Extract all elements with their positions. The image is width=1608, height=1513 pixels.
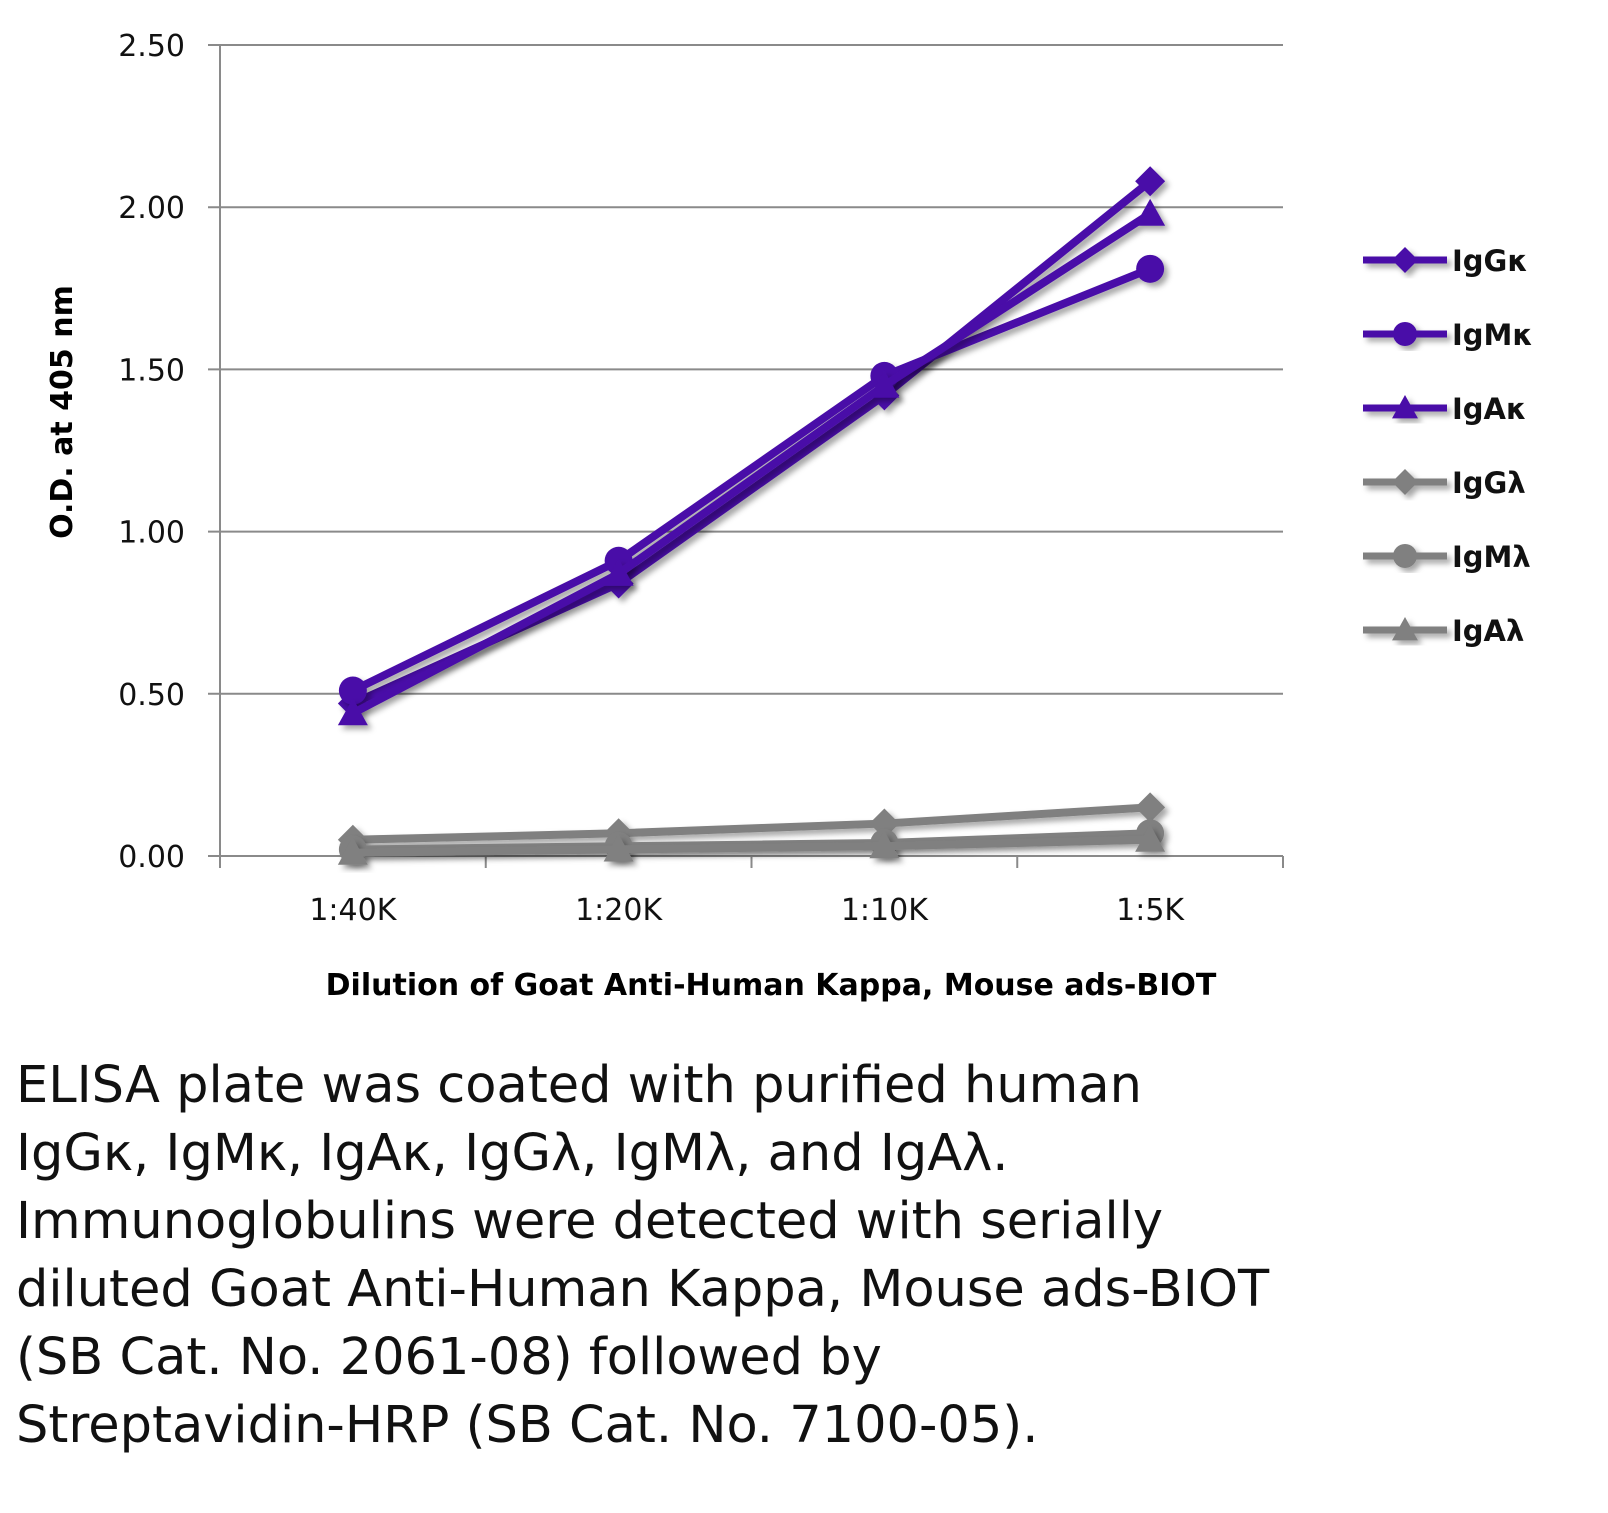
y-tick-label: 2.50 [118, 29, 185, 64]
legend-label: IgGκ [1452, 244, 1528, 278]
triangle-marker [1392, 617, 1418, 641]
triangle-marker [1135, 198, 1166, 226]
series-IgAκ [337, 198, 1166, 726]
x-tick-label: 1:5K [1116, 893, 1185, 928]
triangle-marker [337, 698, 368, 726]
legend-label: IgGλ [1452, 466, 1526, 500]
legend-item [1363, 544, 1447, 568]
y-tick-label: 0.00 [118, 840, 185, 875]
triangle-marker [337, 837, 368, 865]
series-IgGλ [337, 792, 1166, 855]
x-tick-label: 1:40K [309, 893, 397, 928]
series-line [351, 178, 1153, 708]
series-IgAλ [337, 824, 1166, 865]
series-line [351, 210, 1153, 717]
triangle-marker [603, 834, 634, 862]
triangle-marker [869, 831, 900, 859]
x-tick-label: 1:20K [575, 893, 663, 928]
diamond-marker [1135, 792, 1166, 823]
series-line [352, 835, 1151, 857]
y-tick-label: 2.00 [118, 191, 185, 226]
y-tick-label: 1.00 [118, 516, 185, 551]
y-axis-label: O.D. at 405 nm [45, 285, 80, 539]
elisa-line-chart: 0.00 0.50 1.00 1.50 2.00 2.50 1:40K 1:20K 1:10K 1… [45, 29, 1533, 1003]
y-tick-label: 0.50 [118, 678, 185, 713]
y-tick-label: 1.50 [118, 353, 185, 388]
legend-item [1363, 395, 1447, 419]
series-line [352, 803, 1151, 844]
figure-caption: ELISA plate was coated with purified hum… [16, 1056, 1270, 1455]
circle-marker [1393, 322, 1417, 346]
legend-label: IgAκ [1452, 392, 1527, 426]
legend-item [1363, 322, 1447, 346]
diamond-marker [1392, 469, 1418, 495]
legend-item [1363, 469, 1447, 495]
circle-marker [1136, 254, 1165, 283]
legend-label: IgMκ [1452, 318, 1533, 352]
diamond-marker [869, 808, 900, 839]
series-line [351, 265, 1152, 695]
triangle-marker [603, 558, 634, 586]
legend-label: IgAλ [1452, 614, 1524, 648]
diamond-marker [1135, 166, 1166, 197]
x-tick-label: 1:10K [841, 893, 929, 928]
x-axis-label: Dilution of Goat Anti-Human Kappa, Mouse… [326, 968, 1217, 1003]
circle-marker [338, 676, 367, 705]
legend-item [1363, 617, 1447, 641]
triangle-marker [1392, 395, 1418, 419]
legend-label: IgMλ [1452, 540, 1531, 574]
triangle-marker [1135, 824, 1166, 852]
legend-item [1363, 247, 1447, 273]
triangle-marker [869, 370, 900, 398]
circle-marker [1393, 544, 1417, 568]
diamond-marker [1392, 247, 1418, 273]
